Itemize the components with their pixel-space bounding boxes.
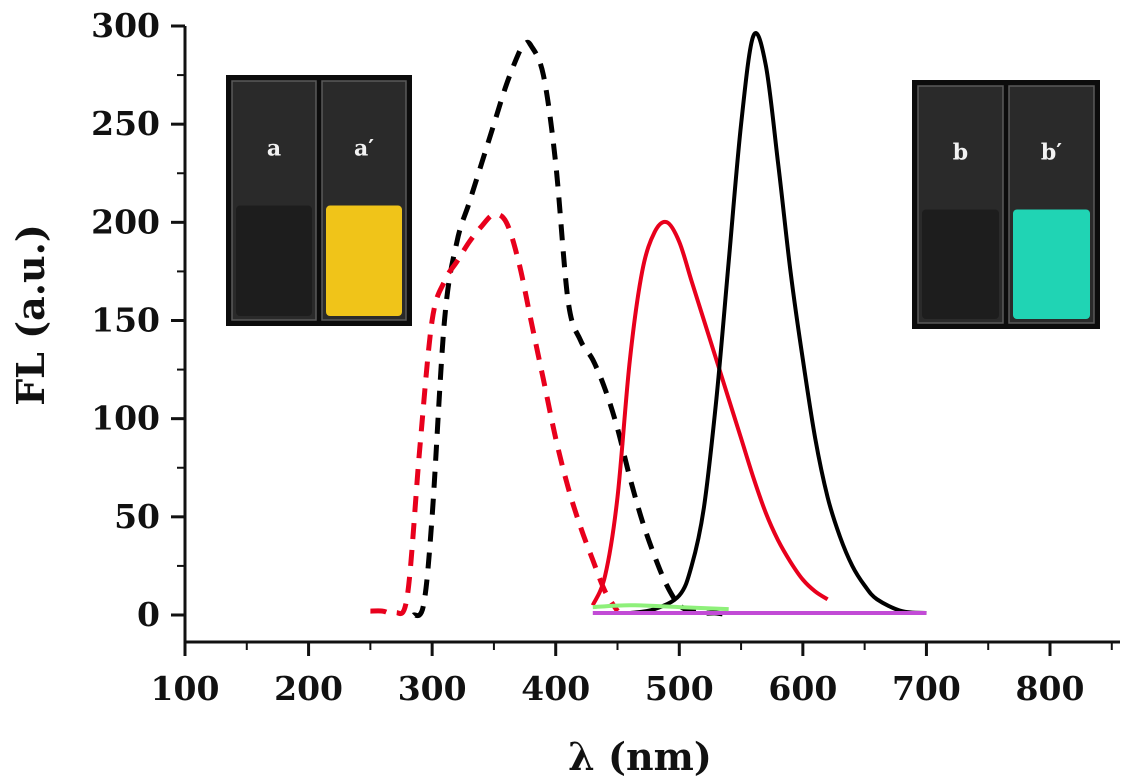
series-layer: [370, 31, 927, 619]
series-line-2: [370, 211, 620, 617]
cuvette-solution: [236, 205, 312, 316]
series-line-1: [411, 39, 730, 619]
x-tick-label: 100: [151, 669, 220, 708]
cuvette-label: b′: [1041, 140, 1062, 166]
y-tick-label: 150: [91, 301, 160, 340]
y-tick-label: 200: [91, 202, 160, 241]
inset-photos: a a′ b b′: [226, 75, 1100, 329]
y-axis-title: FL (a.u.): [8, 224, 53, 406]
cuvette: a′: [321, 80, 407, 321]
cuvette: b: [917, 85, 1004, 324]
x-axis-title: λ (nm): [568, 734, 712, 779]
x-tick-label: 600: [768, 669, 837, 708]
x-tick-label: 300: [398, 669, 467, 708]
cuvette-label: a: [267, 135, 281, 161]
cuvette-solution: [326, 205, 402, 316]
cuvette-solution: [922, 209, 999, 319]
x-tick-label: 400: [521, 669, 590, 708]
y-tick-label: 300: [91, 6, 160, 45]
cuvette: a: [231, 80, 317, 321]
y-tick-label: 250: [91, 104, 160, 143]
x-tick-label: 800: [1016, 669, 1085, 708]
y-tick-label: 50: [114, 497, 160, 536]
axis-ticks: 100 200 300 400 500 600 700 800 0 50 100 150 200 250 3…: [91, 6, 1113, 708]
x-tick-label: 200: [274, 669, 343, 708]
cuvette-solution: [1013, 209, 1090, 319]
y-tick-label: 100: [91, 399, 160, 438]
cuvette: b′: [1008, 85, 1095, 324]
series-line-4: [629, 31, 927, 615]
cuvette-label: b: [953, 140, 968, 166]
cuvette-label: a′: [354, 135, 374, 161]
series-line-3: [590, 219, 829, 607]
inset-photo-top-right: b b′: [912, 80, 1100, 329]
inset-photo-top-left: a a′: [226, 75, 412, 326]
x-tick-label: 500: [645, 669, 714, 708]
x-tick-label: 700: [892, 669, 961, 708]
y-tick-label: 0: [137, 595, 160, 634]
series-line-6: [592, 603, 729, 612]
